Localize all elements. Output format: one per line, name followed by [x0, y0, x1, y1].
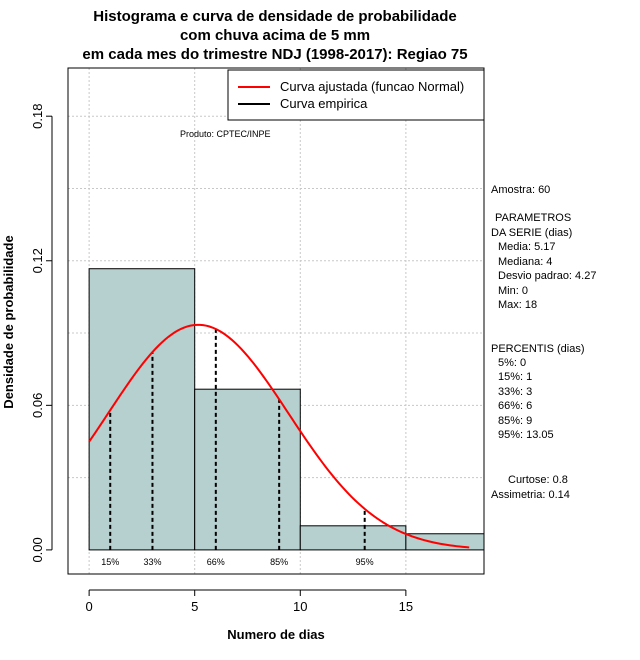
plot-frame — [67, 67, 485, 575]
percentile-label-4: 85% — [270, 557, 288, 567]
stat-assimetria: Assimetria: 0.14 — [491, 489, 570, 501]
stat-min: Min: 0 — [498, 285, 528, 297]
legend-box — [227, 69, 485, 121]
histogram-bar-1 — [88, 268, 196, 551]
axes-layer: 0 5 10 15 0.00 0.06 0.12 0.18 — [30, 104, 413, 614]
stat-mediana: Mediana: 4 — [498, 256, 552, 268]
stat-media: Media: 5.17 — [498, 241, 555, 253]
histogram-bar-4 — [405, 533, 485, 551]
x-tick-label-4: 15 — [399, 599, 413, 614]
bars-layer — [88, 268, 485, 551]
stat-p15: 15%: 1 — [498, 371, 532, 383]
stat-max: Max: 18 — [498, 299, 537, 311]
stat-parametros-title-1: PARAMETROS — [495, 212, 571, 224]
legend-label-normal: Curva ajustada (funcao Normal) — [280, 79, 464, 94]
histogram-bar-2 — [194, 388, 301, 551]
legend-label-empirical: Curva empirica — [280, 96, 368, 111]
curve-layer — [88, 323, 470, 549]
x-axis-label: Numero de dias — [227, 627, 325, 642]
chart-title-line-3: em cada mes do trimestre NDJ (1998-2017)… — [82, 46, 467, 63]
legend: Curva ajustada (funcao Normal) Curva emp… — [227, 69, 485, 121]
chart-title-line-2: com chuva acima de 5 mm — [180, 27, 370, 44]
stat-p66: 66%: 6 — [498, 400, 532, 412]
percentile-label-2: 33% — [143, 557, 161, 567]
y-tick-label-2: 0.06 — [30, 393, 45, 418]
y-tick-label-3: 0.12 — [30, 248, 45, 273]
stat-amostra: Amostra: 60 — [491, 184, 550, 196]
histogram-bar-3 — [299, 525, 407, 551]
x-tick-label-3: 10 — [293, 599, 307, 614]
stat-percentis-title: PERCENTIS (dias) — [491, 343, 585, 355]
stat-p5: 5%: 0 — [498, 357, 526, 369]
normal-curve — [88, 323, 470, 549]
stats-panel: Amostra: 60 PARAMETROS DA SERIE (dias) M… — [491, 184, 596, 501]
stat-desvio: Desvio padrao: 4.27 — [498, 270, 596, 282]
percentile-label-1: 15% — [101, 557, 119, 567]
percentile-label-5: 95% — [356, 557, 374, 567]
y-axis-label: Densidade de probabilidade — [1, 235, 16, 408]
percentile-label-3: 66% — [207, 557, 225, 567]
percentile-lines-layer: 15% 33% 66% 85% 95% — [101, 328, 374, 567]
stat-parametros-title-2: DA SERIE (dias) — [491, 227, 572, 239]
product-note: Produto: CPTEC/INPE — [180, 129, 271, 139]
y-tick-label-1: 0.00 — [30, 537, 45, 562]
stat-p95: 95%: 13.05 — [498, 429, 554, 441]
chart-title-line-1: Histograma e curva de densidade de proba… — [93, 8, 456, 25]
x-tick-label-2: 5 — [191, 599, 198, 614]
y-tick-label-4: 0.18 — [30, 104, 45, 129]
x-tick-label-1: 0 — [85, 599, 92, 614]
stat-p85: 85%: 9 — [498, 415, 532, 427]
stat-curtose: Curtose: 0.8 — [508, 474, 568, 486]
stat-p33: 33%: 3 — [498, 386, 532, 398]
